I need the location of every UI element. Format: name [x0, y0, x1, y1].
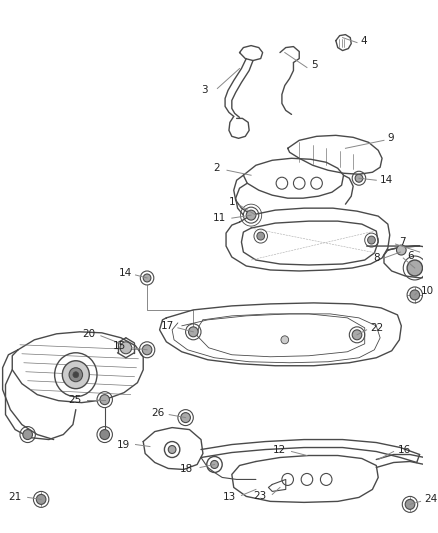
Text: 15: 15	[113, 341, 126, 351]
Circle shape	[355, 174, 363, 182]
Circle shape	[100, 430, 110, 440]
Circle shape	[257, 232, 265, 240]
Text: 18: 18	[180, 464, 193, 474]
Circle shape	[396, 245, 406, 255]
Text: 17: 17	[161, 321, 174, 331]
Text: 10: 10	[420, 286, 434, 296]
Text: 5: 5	[311, 60, 318, 69]
Circle shape	[69, 368, 82, 382]
Circle shape	[367, 236, 375, 244]
Text: 6: 6	[407, 251, 414, 261]
Circle shape	[142, 345, 152, 355]
Text: 14: 14	[118, 268, 132, 278]
Circle shape	[188, 327, 198, 337]
Circle shape	[36, 495, 46, 504]
Text: 23: 23	[253, 491, 266, 502]
Circle shape	[352, 330, 362, 340]
Circle shape	[211, 461, 218, 469]
Text: 24: 24	[424, 495, 438, 504]
Circle shape	[246, 210, 256, 220]
Text: 8: 8	[374, 253, 380, 263]
Text: 9: 9	[388, 133, 395, 143]
Text: 26: 26	[151, 408, 164, 418]
Text: 22: 22	[371, 323, 384, 333]
Text: 4: 4	[361, 36, 367, 46]
Circle shape	[143, 274, 151, 282]
Circle shape	[120, 342, 132, 354]
Circle shape	[62, 361, 89, 389]
Text: 7: 7	[399, 237, 406, 247]
Text: 1: 1	[229, 197, 236, 207]
Circle shape	[73, 372, 79, 378]
Circle shape	[181, 413, 191, 423]
Text: 12: 12	[272, 445, 286, 455]
Circle shape	[100, 394, 110, 405]
Text: 21: 21	[9, 492, 22, 503]
Text: 25: 25	[68, 394, 81, 405]
Circle shape	[168, 446, 176, 454]
Text: 19: 19	[117, 440, 130, 449]
Text: 20: 20	[82, 329, 95, 339]
Text: 3: 3	[201, 85, 208, 95]
Text: 14: 14	[380, 175, 393, 185]
Text: 2: 2	[214, 163, 220, 173]
Circle shape	[407, 260, 423, 276]
Text: 16: 16	[397, 445, 411, 455]
Text: 11: 11	[213, 213, 226, 223]
Circle shape	[23, 430, 32, 440]
Circle shape	[405, 499, 415, 510]
Circle shape	[281, 336, 289, 344]
Circle shape	[410, 290, 420, 300]
Text: 13: 13	[223, 492, 236, 503]
